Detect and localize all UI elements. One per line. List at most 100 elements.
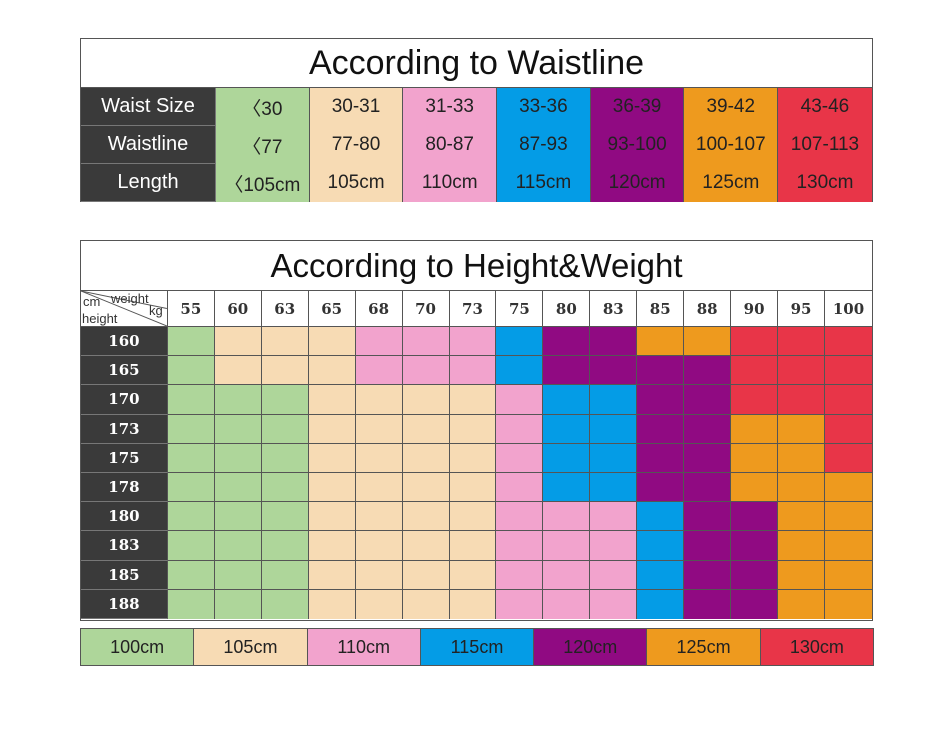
corner-header-cell: cm weight kg height: [81, 291, 168, 326]
size-grid-cell: [214, 531, 262, 561]
size-grid-cell: [261, 414, 309, 444]
size-grid-cell: [449, 356, 497, 386]
height-label-cell: 160: [81, 327, 168, 357]
size-grid-cell: [825, 589, 872, 619]
size-grid-cell: [778, 589, 826, 619]
size-grid-cell: [261, 531, 309, 561]
waistline-cell: 107-113: [778, 126, 872, 164]
size-grid-cell: [261, 443, 309, 473]
size-grid-cell: [590, 560, 638, 590]
size-grid-cell: [590, 414, 638, 444]
corner-label-kg: kg: [149, 303, 163, 318]
size-grid-cell: [355, 502, 403, 532]
size-grid-cell: [637, 356, 685, 386]
waistline-cell: 105cm: [309, 164, 404, 202]
size-grid-cell: [355, 589, 403, 619]
size-grid-cell: [308, 327, 356, 357]
size-grid-cell: [308, 356, 356, 386]
waistline-row: Length 〈105cm 105cm 110cm 115cm 120cm 125cm 130…: [81, 164, 872, 202]
size-grid-cell: [261, 327, 309, 357]
weight-header-cell: 100: [832, 299, 865, 318]
size-grid-cell: [731, 472, 779, 503]
size-grid-cell: [778, 531, 826, 561]
size-grid-cell: [167, 327, 215, 357]
size-grid-cell: [637, 502, 685, 532]
size-grid-cell: [261, 589, 309, 619]
size-grid-cell: [543, 560, 591, 590]
size-grid-cell: [778, 327, 826, 357]
height-label-cell: 173: [81, 414, 168, 444]
size-grid-cell: [778, 560, 826, 590]
size-grid-cell: [214, 502, 262, 532]
weight-header-cell: 80: [543, 291, 591, 326]
size-grid-cell: [590, 502, 638, 532]
height-row: 178: [81, 472, 872, 503]
waistline-row-label: Waistline: [81, 126, 216, 164]
size-grid-cell: [308, 414, 356, 444]
size-grid-cell: [684, 531, 732, 561]
size-grid-cell: [684, 589, 732, 619]
weight-header-cell: 70: [403, 291, 450, 326]
size-grid-cell: [496, 560, 544, 590]
weight-header-cell: 63: [262, 291, 309, 326]
size-grid-cell: [543, 414, 591, 444]
size-grid-cell: [449, 502, 497, 532]
size-grid-cell: [308, 385, 356, 415]
size-grid-cell: [167, 356, 215, 386]
waistline-cell: 125cm: [684, 164, 779, 202]
size-grid-cell: [731, 443, 779, 473]
size-grid-cell: [402, 560, 450, 590]
height-row: 183: [81, 531, 872, 561]
size-grid-cell: [496, 385, 544, 415]
size-grid-cell: [590, 356, 638, 386]
size-grid-cell: [449, 385, 497, 415]
size-grid-cell: [543, 502, 591, 532]
weight-header-cell: 90: [731, 291, 779, 326]
size-grid-cell: [496, 443, 544, 473]
size-grid-cell: [355, 443, 403, 473]
size-grid-cell: [214, 385, 262, 415]
size-grid-cell: [778, 414, 826, 444]
size-grid-cell: [543, 472, 591, 503]
size-grid-cell: [449, 472, 497, 503]
weight-header-cell: 60: [215, 291, 262, 326]
size-grid-cell: [167, 443, 215, 473]
size-grid-cell: [543, 356, 591, 386]
height-label-cell: 183: [81, 531, 168, 561]
size-grid-cell: [355, 356, 403, 386]
legend-item: 130cm: [760, 629, 873, 665]
size-grid-cell: [637, 327, 685, 357]
size-grid-cell: [496, 502, 544, 532]
size-grid-cell: [496, 356, 544, 386]
weight-header-cell: 65: [309, 291, 356, 326]
weight-header-cell: 85: [637, 291, 685, 326]
size-grid-cell: [261, 560, 309, 590]
waistline-cell: 43-46: [778, 88, 872, 126]
corner-diagonal-lines: [81, 291, 167, 326]
waistline-cell: 130cm: [778, 164, 872, 202]
size-grid-cell: [261, 502, 309, 532]
size-grid-cell: [214, 589, 262, 619]
height-label-cell: 170: [81, 385, 168, 415]
waistline-row: Waistline 〈77 77-80 80-87 87-93 93-100 100-107…: [81, 126, 872, 164]
waistline-table-title: According to Waistline: [81, 39, 872, 88]
size-grid-cell: [449, 589, 497, 619]
size-grid-cell: [449, 327, 497, 357]
size-grid-cell: [637, 443, 685, 473]
size-grid-cell: [402, 443, 450, 473]
size-grid-cell: [684, 472, 732, 503]
size-grid-cell: [308, 443, 356, 473]
legend-item: 105cm: [194, 629, 308, 665]
size-grid-cell: [590, 589, 638, 619]
size-grid-cell: [731, 560, 779, 590]
size-grid-cell: [825, 472, 872, 503]
size-grid-cell: [496, 414, 544, 444]
height-row: 188: [81, 589, 872, 619]
height-row: 175: [81, 443, 872, 473]
legend-item: 120cm: [534, 629, 648, 665]
size-grid-cell: [825, 560, 872, 590]
size-grid-cell: [167, 502, 215, 532]
height-row: 180: [81, 502, 872, 532]
size-grid-cell: [590, 327, 638, 357]
size-grid-cell: [402, 414, 450, 444]
